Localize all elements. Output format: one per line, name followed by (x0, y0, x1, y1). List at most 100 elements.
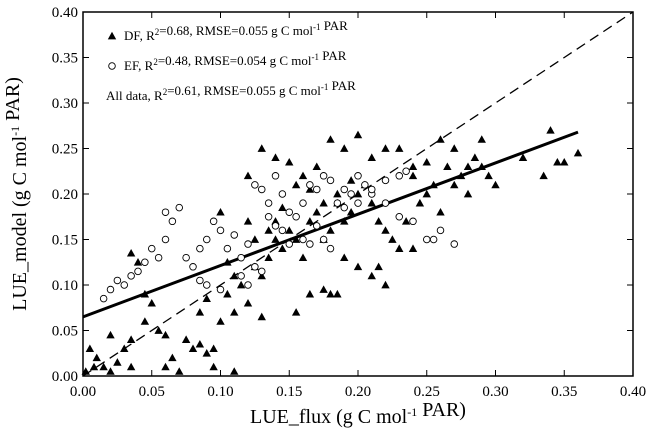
x-tick-label: 0.00 (70, 384, 96, 400)
df-point (257, 144, 266, 152)
df-point (429, 180, 438, 189)
df-point (353, 130, 363, 139)
df-point (573, 148, 583, 157)
ef-point (340, 185, 349, 194)
df-point (477, 135, 486, 143)
df-point (278, 203, 287, 212)
df-point (401, 217, 411, 225)
df-point (92, 353, 101, 362)
regression-line (82, 130, 579, 319)
df-point (340, 217, 349, 225)
ef-point (175, 203, 183, 212)
df-point (291, 180, 301, 189)
x-tick-label: 0.30 (482, 384, 508, 400)
df-point (326, 226, 335, 234)
df-point (381, 226, 390, 234)
df-point (243, 171, 253, 180)
legend-df-marker (107, 31, 117, 40)
legend-entry-2: All data, R2=0.61, RMSE=0.055 g C mol-1 … (106, 78, 356, 103)
df-point (333, 189, 342, 198)
df-point (154, 326, 163, 334)
df-point (209, 362, 218, 371)
x-tick-label: 0.35 (551, 384, 577, 400)
ef-point (354, 172, 362, 180)
ef-point (423, 235, 431, 244)
df-point (470, 153, 480, 161)
df-point (305, 217, 315, 225)
df-point (271, 153, 280, 161)
ef-point (292, 212, 300, 221)
ef-point (106, 285, 115, 294)
ef-point (202, 235, 211, 244)
df-point (257, 271, 266, 280)
df-point (175, 367, 184, 375)
ef-point (381, 199, 390, 207)
x-tick-label: 0.15 (276, 384, 302, 400)
df-point (319, 285, 328, 293)
df-point (113, 358, 122, 366)
x-tick-label: 0.20 (345, 384, 371, 400)
y-tick-label: 0.30 (52, 96, 78, 112)
df-point (106, 330, 115, 339)
ef-point (354, 199, 362, 207)
axis-ticks: 0.00 0.05 0.10 0.15 0.20 0.25 0.30 0.35 0.40 0.00… (52, 5, 646, 400)
df-point (243, 299, 253, 307)
ef-point (251, 181, 259, 189)
df-point (346, 208, 356, 216)
df-point (106, 367, 115, 375)
df-point (202, 294, 211, 303)
df-point (99, 362, 108, 371)
data-points (81, 126, 583, 375)
df-point (140, 289, 150, 298)
y-tick-label: 0.15 (52, 233, 78, 249)
ef-point (326, 176, 335, 185)
ef-point (223, 244, 232, 253)
df-point (326, 135, 335, 143)
df-point (147, 299, 156, 307)
ef-point (299, 199, 307, 207)
ef-point (278, 226, 287, 235)
df-point (539, 171, 548, 180)
df-point (408, 171, 418, 180)
ef-point (326, 244, 335, 253)
y-tick-label: 0.05 (52, 324, 78, 340)
df-point (126, 335, 136, 343)
df-point (408, 162, 418, 171)
df-point (230, 308, 239, 316)
ef-point (237, 272, 245, 280)
x-tick-label: 0.25 (414, 384, 440, 400)
legend: DF, R2=0.68, RMSE=0.055 g C mol-1 PAR EF,… (106, 18, 356, 103)
ef-point (299, 235, 307, 244)
df-point (209, 344, 218, 353)
ef-point (271, 172, 280, 180)
ef-point (202, 281, 211, 289)
ef-point (244, 240, 252, 248)
df-point (257, 312, 266, 321)
df-point (463, 189, 473, 198)
ef-point (264, 199, 273, 207)
df-point (450, 180, 459, 189)
df-point (264, 226, 273, 234)
ef-point (361, 181, 369, 189)
df-point (305, 185, 315, 193)
df-point (422, 157, 431, 166)
df-point (89, 362, 99, 371)
ef-point (113, 276, 122, 285)
ef-point (127, 272, 135, 280)
df-point (367, 198, 376, 207)
ef-point (450, 240, 459, 248)
df-point (278, 244, 287, 252)
ef-point (429, 235, 438, 244)
df-point (161, 330, 170, 339)
df-point (216, 208, 225, 216)
ef-point (347, 190, 355, 198)
x-tick-label: 0.05 (139, 384, 165, 400)
df-point (340, 253, 349, 262)
y-tick-label: 0.20 (52, 187, 78, 203)
df-point (285, 226, 294, 234)
df-point (264, 253, 273, 262)
df-point (291, 235, 301, 243)
ef-point (134, 267, 142, 276)
df-point (312, 208, 321, 216)
